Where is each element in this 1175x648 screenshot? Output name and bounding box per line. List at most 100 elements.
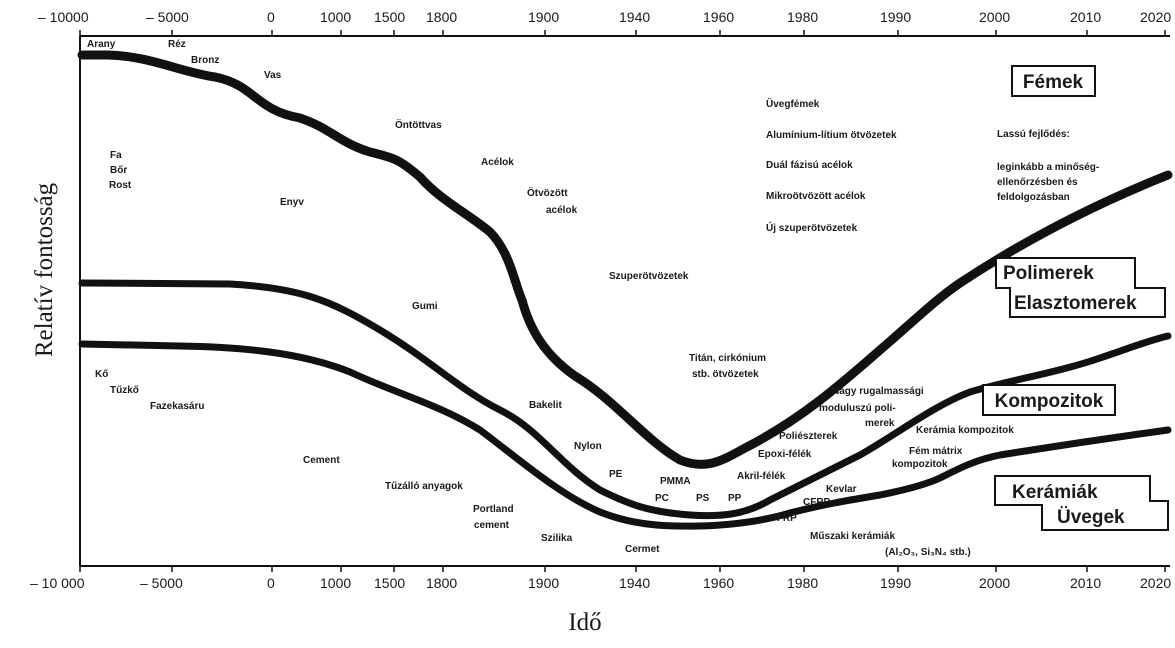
material-label: Alumínium-lítium ötvözetek bbox=[766, 130, 897, 141]
material-label: feldolgozásban bbox=[997, 192, 1070, 203]
category-elastomers-label: Elasztomerek bbox=[1014, 293, 1137, 314]
material-label: Cermet bbox=[625, 544, 660, 555]
material-label: Öntöttvas bbox=[395, 118, 442, 131]
chart-frame bbox=[79, 35, 1170, 567]
material-label: Műszaki kerámiák bbox=[810, 531, 895, 542]
bottom-tick-label: 0 bbox=[267, 575, 275, 591]
bottom-tick-label: 1000 bbox=[320, 575, 351, 591]
bottom-axis: – 10 000 – 5000 0 1000 1500 1800 1900 19… bbox=[30, 566, 1171, 591]
material-label: merek bbox=[865, 418, 895, 429]
top-tick-label: 1800 bbox=[426, 9, 457, 25]
material-label: Fa bbox=[110, 150, 122, 161]
material-label: GFRP bbox=[769, 513, 797, 524]
material-label: Poliészterek bbox=[779, 431, 838, 442]
category-glasses-label: Üvegek bbox=[1057, 507, 1125, 528]
top-tick-label: 1940 bbox=[619, 9, 650, 25]
polymers-curve bbox=[78, 279, 1172, 520]
material-label: Bronz bbox=[191, 55, 219, 66]
category-box-composites: Kompozitok bbox=[982, 384, 1116, 416]
top-tick-label: 1980 bbox=[787, 9, 818, 25]
top-tick-label: – 5000 bbox=[146, 9, 189, 25]
material-label: Nagy rugalmassági bbox=[832, 386, 924, 397]
top-tick-label: 2010 bbox=[1070, 9, 1101, 25]
top-tick-label: 1960 bbox=[703, 9, 734, 25]
top-axis: – 10000 – 5000 0 1000 1500 1800 1900 194… bbox=[38, 9, 1171, 36]
top-tick-label: 2000 bbox=[979, 9, 1010, 25]
material-label: Cement bbox=[303, 455, 340, 466]
material-label: Vas bbox=[264, 70, 282, 81]
material-label: CFRP bbox=[803, 497, 831, 508]
material-label: Akril-félék bbox=[737, 471, 786, 482]
material-label: stb. ötvözetek bbox=[692, 369, 759, 380]
material-label: PP bbox=[728, 493, 742, 504]
category-polymers-label: Polimerek bbox=[1003, 263, 1094, 284]
material-label: Réz bbox=[168, 39, 186, 50]
top-tick-label: 2020 bbox=[1140, 9, 1171, 25]
top-tick-label: 1990 bbox=[880, 9, 911, 25]
category-box-metals: Fémek bbox=[1011, 65, 1096, 97]
bottom-tick-label: – 5000 bbox=[140, 575, 183, 591]
material-label: Nylon bbox=[574, 441, 602, 452]
material-label: Tűzálló anyagok bbox=[385, 481, 463, 492]
material-label: Duál fázisú acélok bbox=[766, 160, 853, 171]
top-tick-label: 0 bbox=[267, 9, 275, 25]
material-label: Kerámia kompozitok bbox=[916, 425, 1014, 436]
category-box-ceramics: Kerámiák Üvegek bbox=[994, 475, 1169, 531]
composites-curve bbox=[78, 340, 1172, 530]
material-label: Rost bbox=[109, 180, 132, 191]
top-tick-label: 1900 bbox=[528, 9, 559, 25]
material-label: Gumi bbox=[412, 301, 438, 312]
material-label: Mikroötvözött acélok bbox=[766, 191, 866, 202]
material-label: Bőr bbox=[110, 165, 127, 176]
material-label: Lassú fejlődés: bbox=[997, 129, 1070, 140]
material-label: Arany bbox=[87, 39, 116, 50]
bottom-tick-label: – 10 000 bbox=[30, 575, 85, 591]
material-label: Fém mátrix bbox=[909, 446, 963, 457]
bottom-tick-label: 1800 bbox=[426, 575, 457, 591]
material-label: kompozitok bbox=[892, 459, 948, 470]
material-label: Szuperötvözetek bbox=[609, 271, 689, 282]
material-label: PMMA bbox=[660, 476, 691, 487]
bottom-tick-label: 1940 bbox=[619, 575, 650, 591]
category-metals-label: Fémek bbox=[1023, 72, 1084, 93]
material-labels: Arany Réz Bronz Vas Öntöttvas Acélok Ötv… bbox=[87, 39, 1099, 558]
material-label: leginkább a minőség- bbox=[997, 162, 1099, 173]
bottom-tick-label: 2010 bbox=[1070, 575, 1101, 591]
material-label: cement bbox=[474, 520, 510, 531]
material-label: PE bbox=[609, 469, 623, 480]
bottom-tick-label: 1990 bbox=[880, 575, 911, 591]
material-label: acélok bbox=[546, 205, 578, 216]
material-label: Szilika bbox=[541, 533, 573, 544]
importance-curves bbox=[77, 50, 1173, 530]
material-label: Üvegfémek bbox=[766, 97, 820, 110]
material-label: Portland bbox=[473, 504, 514, 515]
x-axis-title: Idő bbox=[568, 609, 601, 636]
material-label: Bakelit bbox=[529, 400, 562, 411]
top-tick-label: 1000 bbox=[320, 9, 351, 25]
bottom-tick-label: 2000 bbox=[979, 575, 1010, 591]
bottom-tick-label: 1980 bbox=[787, 575, 818, 591]
material-label: PC bbox=[655, 493, 669, 504]
material-label: moduluszú poli- bbox=[819, 403, 896, 414]
category-ceramics-label: Kerámiák bbox=[1012, 482, 1098, 503]
category-composites-label: Kompozitok bbox=[995, 391, 1104, 412]
material-label: Epoxi-félék bbox=[758, 449, 812, 460]
y-axis-title: Relatív fontosság bbox=[31, 182, 58, 357]
material-label: Új szuperötvözetek bbox=[766, 221, 858, 234]
bottom-tick-label: 1500 bbox=[374, 575, 405, 591]
material-label: PS bbox=[696, 493, 710, 504]
material-label: Fazekasáru bbox=[150, 401, 204, 412]
material-label: Kő bbox=[95, 369, 108, 380]
material-label: Tűzkő bbox=[110, 385, 139, 396]
bottom-tick-label: 1960 bbox=[703, 575, 734, 591]
metals-curve bbox=[77, 50, 1173, 469]
material-label: (Al₂O₃, Si₃N₄ stb.) bbox=[885, 547, 971, 558]
material-label: ellenőrzésben és bbox=[997, 177, 1078, 188]
material-label: Ötvözött bbox=[527, 186, 568, 199]
bottom-tick-label: 1900 bbox=[528, 575, 559, 591]
material-label: Enyv bbox=[280, 197, 304, 208]
top-tick-label: 1500 bbox=[374, 9, 405, 25]
bottom-tick-label: 2020 bbox=[1140, 575, 1171, 591]
material-label: Titán, cirkónium bbox=[689, 353, 766, 364]
